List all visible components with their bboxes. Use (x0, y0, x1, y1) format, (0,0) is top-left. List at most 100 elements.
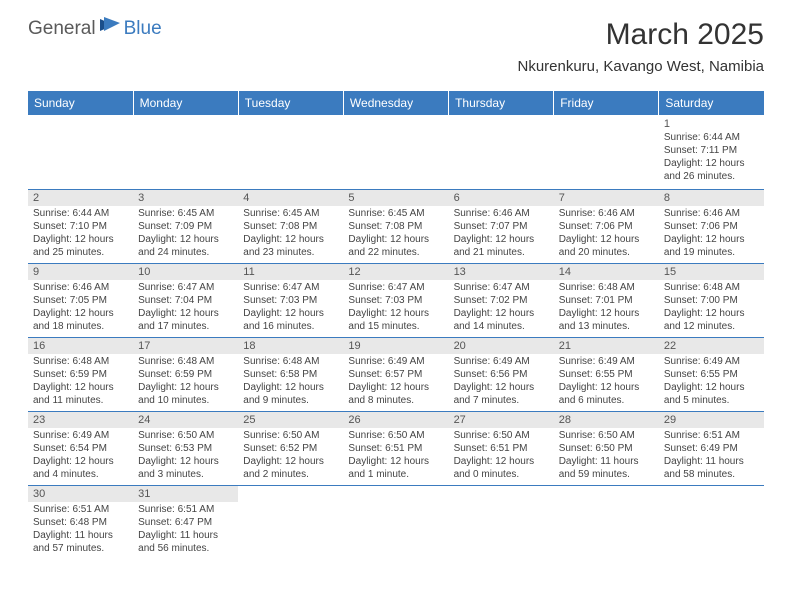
day-number: 16 (28, 338, 133, 354)
daylight-text: Daylight: 12 hours and 2 minutes. (243, 455, 338, 481)
sunrise-text: Sunrise: 6:48 AM (243, 355, 338, 368)
day-info: Sunrise: 6:46 AMSunset: 7:05 PMDaylight:… (33, 281, 128, 333)
sunset-text: Sunset: 6:50 PM (559, 442, 654, 455)
day-number: 27 (449, 412, 554, 428)
sunrise-text: Sunrise: 6:47 AM (348, 281, 443, 294)
sunset-text: Sunset: 7:07 PM (454, 220, 549, 233)
sunset-text: Sunset: 6:56 PM (454, 368, 549, 381)
sunrise-text: Sunrise: 6:49 AM (454, 355, 549, 368)
sunset-text: Sunset: 6:51 PM (348, 442, 443, 455)
daylight-text: Daylight: 12 hours and 25 minutes. (33, 233, 128, 259)
sunset-text: Sunset: 6:47 PM (138, 516, 233, 529)
sunrise-text: Sunrise: 6:48 AM (33, 355, 128, 368)
day-number: 14 (554, 264, 659, 280)
calendar-row: 16Sunrise: 6:48 AMSunset: 6:59 PMDayligh… (28, 337, 764, 411)
calendar-cell: 1Sunrise: 6:44 AMSunset: 7:11 PMDaylight… (659, 115, 764, 189)
day-info: Sunrise: 6:45 AMSunset: 7:08 PMDaylight:… (243, 207, 338, 259)
day-info: Sunrise: 6:49 AMSunset: 6:56 PMDaylight:… (454, 355, 549, 407)
calendar-row: 1Sunrise: 6:44 AMSunset: 7:11 PMDaylight… (28, 115, 764, 189)
calendar-cell: 9Sunrise: 6:46 AMSunset: 7:05 PMDaylight… (28, 263, 133, 337)
day-header: Thursday (449, 91, 554, 115)
day-number: 21 (554, 338, 659, 354)
day-info: Sunrise: 6:51 AMSunset: 6:47 PMDaylight:… (138, 503, 233, 555)
sunset-text: Sunset: 7:05 PM (33, 294, 128, 307)
day-info: Sunrise: 6:49 AMSunset: 6:54 PMDaylight:… (33, 429, 128, 481)
daylight-text: Daylight: 12 hours and 9 minutes. (243, 381, 338, 407)
day-number: 24 (133, 412, 238, 428)
header: General Blue March 2025 Nkurenkuru, Kava… (0, 0, 792, 81)
title-block: March 2025 Nkurenkuru, Kavango West, Nam… (517, 18, 764, 75)
sunset-text: Sunset: 6:53 PM (138, 442, 233, 455)
daylight-text: Daylight: 12 hours and 18 minutes. (33, 307, 128, 333)
sunset-text: Sunset: 6:52 PM (243, 442, 338, 455)
sunrise-text: Sunrise: 6:51 AM (138, 503, 233, 516)
day-header: Friday (554, 91, 659, 115)
day-number: 6 (449, 190, 554, 206)
calendar-cell: 22Sunrise: 6:49 AMSunset: 6:55 PMDayligh… (659, 337, 764, 411)
calendar-cell: 28Sunrise: 6:50 AMSunset: 6:50 PMDayligh… (554, 411, 659, 485)
day-info: Sunrise: 6:48 AMSunset: 6:59 PMDaylight:… (33, 355, 128, 407)
calendar-row: 23Sunrise: 6:49 AMSunset: 6:54 PMDayligh… (28, 411, 764, 485)
daylight-text: Daylight: 12 hours and 23 minutes. (243, 233, 338, 259)
sunrise-text: Sunrise: 6:44 AM (33, 207, 128, 220)
sunrise-text: Sunrise: 6:47 AM (243, 281, 338, 294)
calendar-cell: 15Sunrise: 6:48 AMSunset: 7:00 PMDayligh… (659, 263, 764, 337)
calendar-cell: 11Sunrise: 6:47 AMSunset: 7:03 PMDayligh… (238, 263, 343, 337)
logo-text-1: General (28, 18, 96, 40)
sunset-text: Sunset: 6:51 PM (454, 442, 549, 455)
calendar-cell: 31Sunrise: 6:51 AMSunset: 6:47 PMDayligh… (133, 485, 238, 559)
sunset-text: Sunset: 6:59 PM (138, 368, 233, 381)
day-number: 23 (28, 412, 133, 428)
calendar-cell (238, 485, 343, 559)
day-number: 15 (659, 264, 764, 280)
sunset-text: Sunset: 7:06 PM (664, 220, 759, 233)
sunrise-text: Sunrise: 6:46 AM (454, 207, 549, 220)
sunset-text: Sunset: 7:03 PM (348, 294, 443, 307)
calendar-cell: 3Sunrise: 6:45 AMSunset: 7:09 PMDaylight… (133, 189, 238, 263)
calendar-table: Sunday Monday Tuesday Wednesday Thursday… (28, 91, 764, 559)
day-info: Sunrise: 6:50 AMSunset: 6:51 PMDaylight:… (454, 429, 549, 481)
calendar-cell: 10Sunrise: 6:47 AMSunset: 7:04 PMDayligh… (133, 263, 238, 337)
sunrise-text: Sunrise: 6:50 AM (243, 429, 338, 442)
day-number: 19 (343, 338, 448, 354)
daylight-text: Daylight: 12 hours and 5 minutes. (664, 381, 759, 407)
daylight-text: Daylight: 12 hours and 11 minutes. (33, 381, 128, 407)
calendar-cell: 27Sunrise: 6:50 AMSunset: 6:51 PMDayligh… (449, 411, 554, 485)
daylight-text: Daylight: 12 hours and 10 minutes. (138, 381, 233, 407)
day-info: Sunrise: 6:45 AMSunset: 7:09 PMDaylight:… (138, 207, 233, 259)
calendar-cell: 18Sunrise: 6:48 AMSunset: 6:58 PMDayligh… (238, 337, 343, 411)
calendar-cell: 5Sunrise: 6:45 AMSunset: 7:08 PMDaylight… (343, 189, 448, 263)
daylight-text: Daylight: 12 hours and 3 minutes. (138, 455, 233, 481)
calendar-cell: 13Sunrise: 6:47 AMSunset: 7:02 PMDayligh… (449, 263, 554, 337)
day-number: 29 (659, 412, 764, 428)
calendar-cell (343, 115, 448, 189)
calendar-cell: 26Sunrise: 6:50 AMSunset: 6:51 PMDayligh… (343, 411, 448, 485)
sunset-text: Sunset: 7:01 PM (559, 294, 654, 307)
day-number: 2 (28, 190, 133, 206)
sunrise-text: Sunrise: 6:48 AM (559, 281, 654, 294)
calendar-cell (343, 485, 448, 559)
day-info: Sunrise: 6:48 AMSunset: 7:01 PMDaylight:… (559, 281, 654, 333)
calendar-cell: 2Sunrise: 6:44 AMSunset: 7:10 PMDaylight… (28, 189, 133, 263)
day-number: 31 (133, 486, 238, 502)
calendar-cell (133, 115, 238, 189)
calendar-cell: 19Sunrise: 6:49 AMSunset: 6:57 PMDayligh… (343, 337, 448, 411)
day-info: Sunrise: 6:46 AMSunset: 7:07 PMDaylight:… (454, 207, 549, 259)
daylight-text: Daylight: 11 hours and 56 minutes. (138, 529, 233, 555)
day-info: Sunrise: 6:44 AMSunset: 7:11 PMDaylight:… (664, 131, 759, 183)
sunset-text: Sunset: 7:03 PM (243, 294, 338, 307)
day-info: Sunrise: 6:48 AMSunset: 6:59 PMDaylight:… (138, 355, 233, 407)
day-number: 22 (659, 338, 764, 354)
calendar-cell: 30Sunrise: 6:51 AMSunset: 6:48 PMDayligh… (28, 485, 133, 559)
day-info: Sunrise: 6:46 AMSunset: 7:06 PMDaylight:… (559, 207, 654, 259)
daylight-text: Daylight: 12 hours and 14 minutes. (454, 307, 549, 333)
day-info: Sunrise: 6:49 AMSunset: 6:55 PMDaylight:… (559, 355, 654, 407)
day-info: Sunrise: 6:49 AMSunset: 6:57 PMDaylight:… (348, 355, 443, 407)
day-info: Sunrise: 6:50 AMSunset: 6:53 PMDaylight:… (138, 429, 233, 481)
calendar-cell (659, 485, 764, 559)
logo-text-2: Blue (124, 18, 162, 40)
day-number: 25 (238, 412, 343, 428)
sunset-text: Sunset: 7:09 PM (138, 220, 233, 233)
daylight-text: Daylight: 11 hours and 58 minutes. (664, 455, 759, 481)
day-number: 9 (28, 264, 133, 280)
